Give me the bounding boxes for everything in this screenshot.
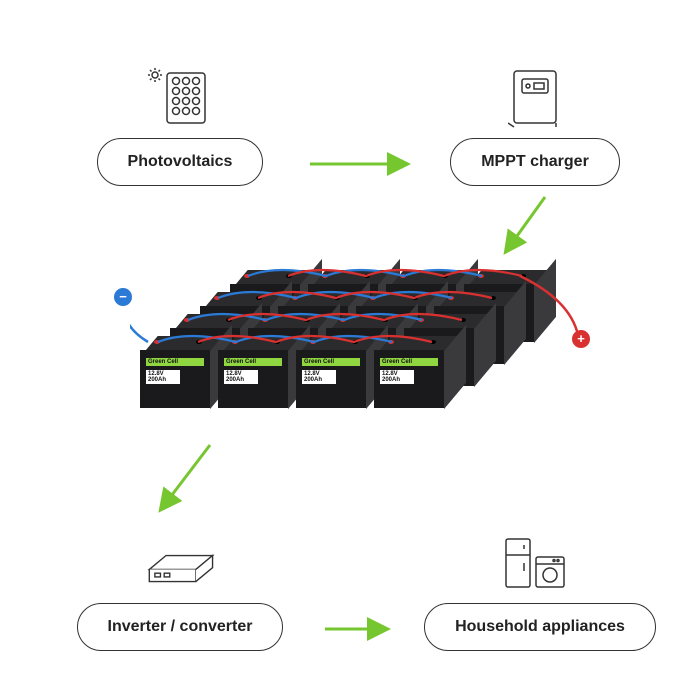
node-photovoltaics: Photovoltaics <box>75 65 285 186</box>
inverter-icon <box>140 530 220 595</box>
node-appliances: Household appliances <box>410 530 670 651</box>
mppt-label: MPPT charger <box>450 138 620 186</box>
solar-panel-icon <box>140 65 220 130</box>
battery-wires <box>130 230 590 440</box>
node-inverter: Inverter / converter <box>55 530 305 651</box>
arrow-inverter-appl <box>320 617 395 641</box>
battery-bank: Green Cell12.8V 200AhGreen Cell12.8V 200… <box>130 230 570 430</box>
arrow-pv-mppt <box>305 152 415 176</box>
mppt-icon <box>495 65 575 130</box>
arrow-bank-inverter <box>150 440 230 520</box>
appliances-icon <box>500 530 580 595</box>
node-mppt: MPPT charger <box>435 65 635 186</box>
inverter-label: Inverter / converter <box>77 603 284 651</box>
positive-terminal-icon: + <box>572 330 590 348</box>
negative-terminal-icon: − <box>114 288 132 306</box>
appliances-label: Household appliances <box>424 603 656 651</box>
photovoltaics-label: Photovoltaics <box>97 138 264 186</box>
